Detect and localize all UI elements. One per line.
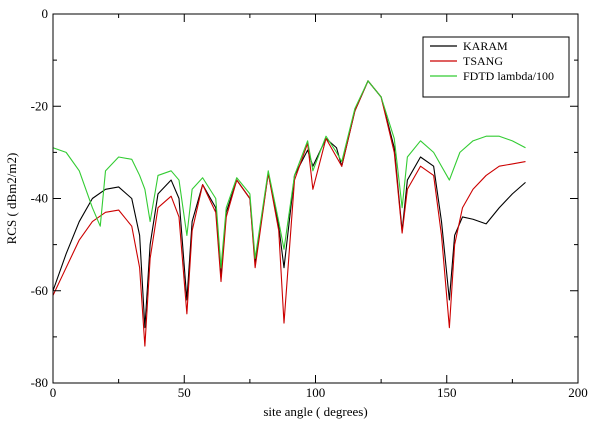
series-line-2 (52, 80, 526, 347)
y-tick-label: -80 (31, 375, 48, 390)
legend-label: TSANG (463, 54, 503, 68)
x-tick-label: 200 (568, 385, 588, 400)
x-tick-label: 0 (50, 385, 57, 400)
y-tick-label: 0 (42, 6, 49, 21)
y-tick-label: -40 (31, 191, 48, 206)
ticks-layer: 0 50 100 150 200 -80 -60 -40 -20 0 (31, 6, 588, 400)
x-tick-label: 150 (437, 385, 457, 400)
legend-label: FDTD lambda/100 (463, 69, 554, 83)
legend-box (422, 36, 570, 98)
series-layer (52, 80, 526, 347)
series-line-1 (52, 80, 526, 329)
x-tick-label: 50 (178, 385, 191, 400)
x-axis-title: site angle ( degrees) (263, 404, 367, 419)
x-tick-label: 100 (306, 385, 326, 400)
y-tick-label: -20 (31, 98, 48, 113)
y-axis-title: RCS ( dBm2/m2) (4, 153, 19, 245)
legend-label: KARAM (463, 39, 508, 53)
y-tick-label: -60 (31, 283, 48, 298)
series-line-3 (52, 80, 526, 269)
